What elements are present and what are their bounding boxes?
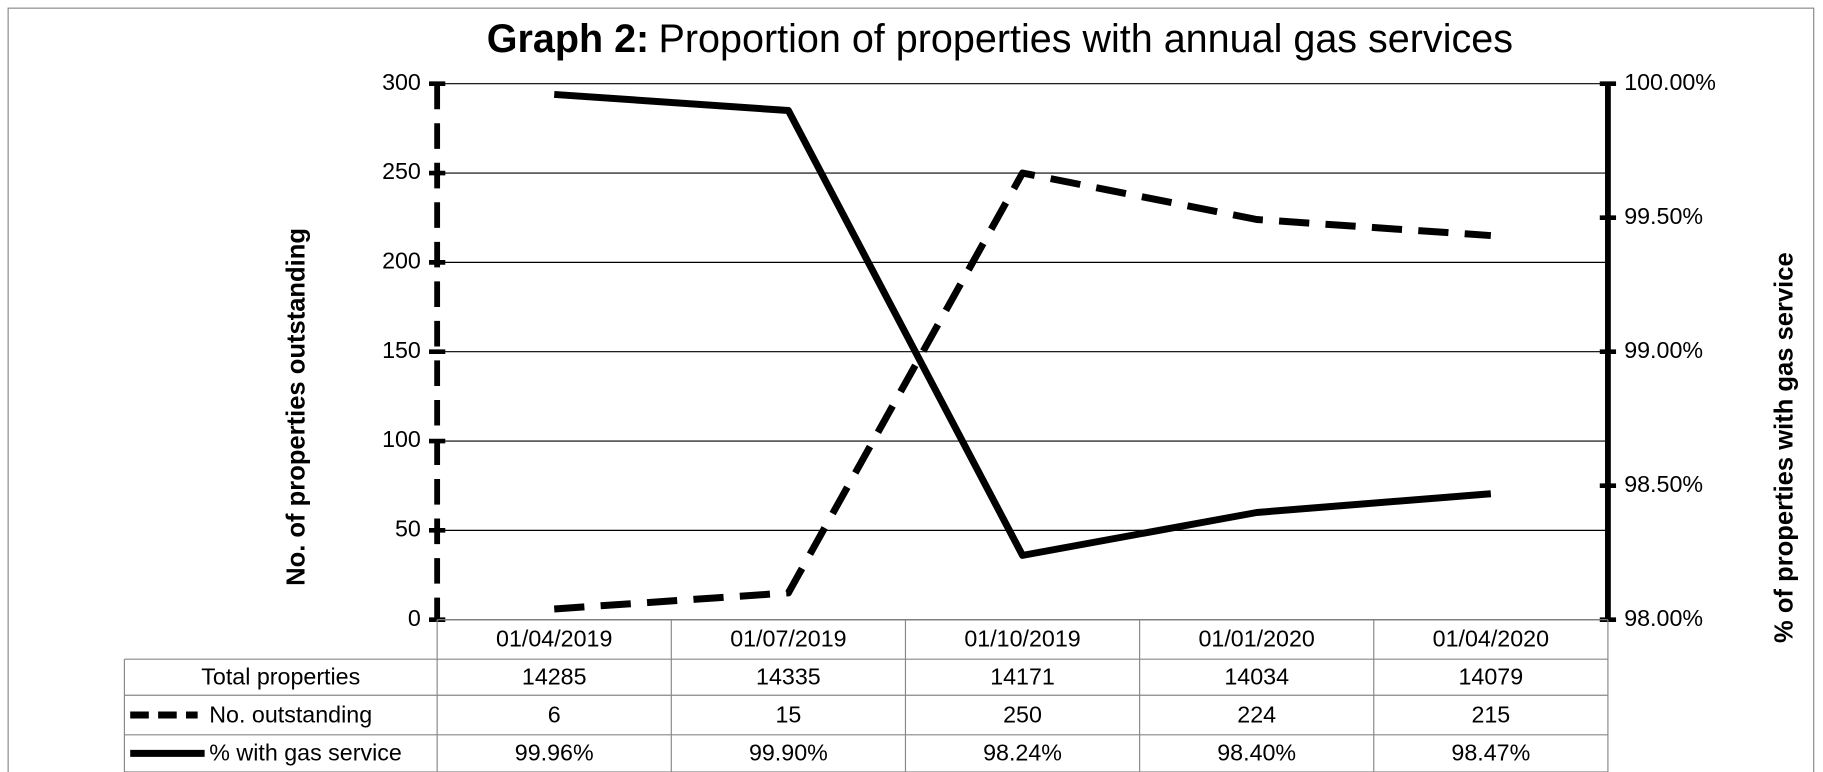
y-tick-label: 0 [408,605,421,631]
y2-tick-label: 99.50% [1624,203,1703,229]
table-cell: 224 [1237,701,1276,727]
x-tick-label: 01/07/2019 [730,626,846,652]
table-cell: 14079 [1459,664,1524,690]
chart-title: Graph 2: Proportion of properties with an… [487,17,1513,61]
table-cell: 15 [775,701,801,727]
y-tick-label: 150 [382,337,421,363]
table-cell: 98.24% [983,740,1062,766]
table-cell: 98.40% [1217,740,1296,766]
table-cell: 99.96% [515,740,594,766]
table-cell: 14285 [522,664,587,690]
x-tick-label: 01/04/2020 [1433,626,1549,652]
table-cell: 99.90% [749,740,828,766]
legend-label: No. outstanding [209,701,372,727]
table-cell: 250 [1003,701,1042,727]
legend-label: % with gas service [209,740,402,766]
y2-axis-label: % of properties with gas service [1771,252,1799,643]
table-cell: 14171 [990,664,1055,690]
table-cell: 6 [548,701,561,727]
title-text: Proportion of properties with annual gas… [659,17,1513,61]
y-tick-label: 250 [382,158,421,184]
y2-tick-label: 100.00% [1624,69,1716,95]
title-label: Graph 2: [487,17,649,61]
series-line [553,90,1492,559]
table-cell: 98.47% [1451,740,1530,766]
series-line [553,169,1492,613]
table-cell: 215 [1471,701,1510,727]
y-tick-label: 100 [382,426,421,452]
y-tick-label: 50 [395,516,421,542]
y2-tick-label: 98.00% [1624,605,1703,631]
x-tick-label: 01/01/2020 [1198,626,1314,652]
table-cell: 14034 [1224,664,1289,690]
x-tick-label: 01/04/2019 [496,626,612,652]
chart-border [7,7,1815,772]
x-tick-label: 01/10/2019 [964,626,1080,652]
y-axis-label: No. of properties outstanding [282,228,310,586]
y-tick-label: 300 [382,69,421,95]
y2-tick-label: 98.50% [1624,471,1703,497]
y-tick-label: 200 [382,248,421,274]
table-cell: 14335 [756,664,821,690]
table-row-label: Total properties [201,664,360,690]
y2-tick-label: 99.00% [1624,337,1703,363]
